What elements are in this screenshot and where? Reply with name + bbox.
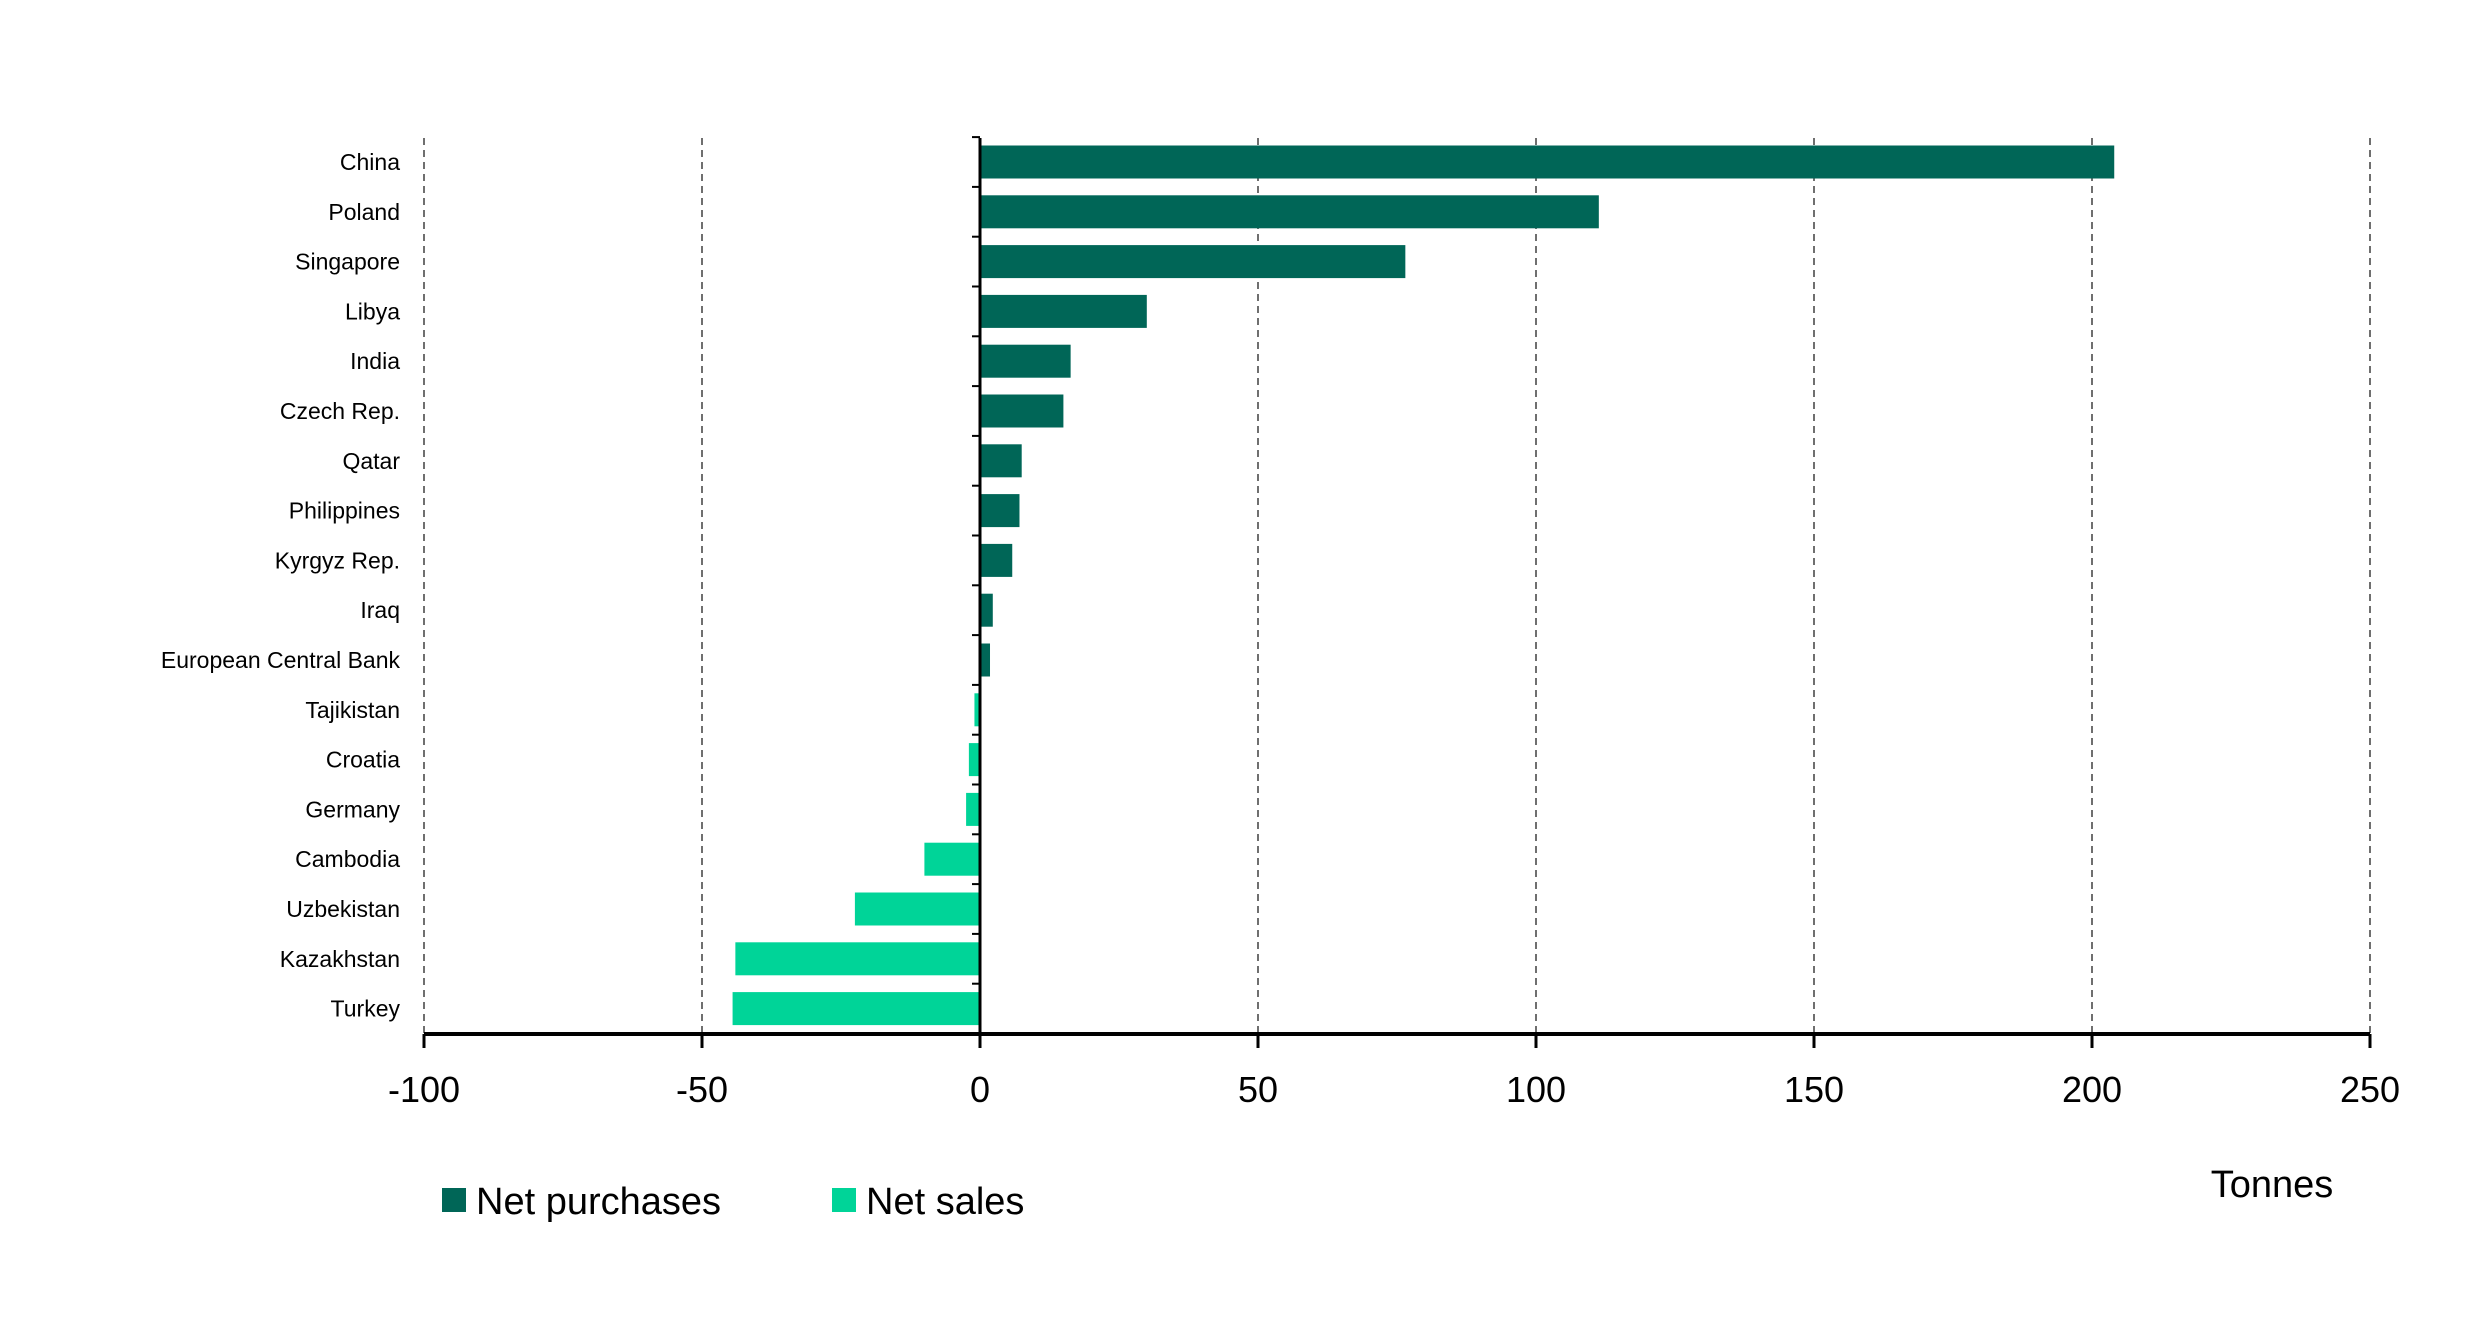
- bar-iraq: [980, 593, 993, 627]
- x-tick-label-250: 250: [2340, 1069, 2400, 1110]
- legend-swatch-net-purchases: [442, 1188, 466, 1212]
- bar-libya: [980, 294, 1147, 328]
- bar-czech-rep: [980, 394, 1064, 428]
- bar-turkey: [732, 992, 980, 1026]
- category-labels: China Poland Singapore Libya India Czech Rep.…: [161, 149, 401, 1022]
- bar-china: [980, 145, 2115, 179]
- legend-label-net-sales: Net sales: [866, 1181, 1024, 1223]
- bar-india: [980, 344, 1071, 378]
- category-label-philippines: Philippines: [289, 498, 400, 524]
- category-label-qatar: Qatar: [342, 448, 400, 474]
- x-tick-label-100: -100: [388, 1069, 460, 1110]
- bar-tajikistan: [974, 693, 980, 727]
- category-label-tajikistan: Tajikistan: [305, 697, 400, 723]
- bars: [732, 145, 2115, 1026]
- bar-uzbekistan: [854, 892, 980, 926]
- legend: Net purchases Net sales: [442, 1181, 1024, 1223]
- category-label-turkey: Turkey: [331, 996, 401, 1022]
- category-label-germany: Germany: [305, 796, 400, 822]
- category-label-european-central-bank: European Central Bank: [161, 647, 401, 673]
- category-label-uzbekistan: Uzbekistan: [286, 896, 400, 922]
- category-label-iraq: Iraq: [360, 597, 400, 623]
- bar-european-central-bank: [980, 643, 991, 677]
- x-tick-label-200: 200: [2062, 1069, 2122, 1110]
- tick-labels: -100 -50 0 50 100 150 200 250: [388, 1069, 2400, 1110]
- x-tick-label-150: 150: [1784, 1069, 1844, 1110]
- category-label-cambodia: Cambodia: [295, 846, 400, 872]
- category-label-croatia: Croatia: [326, 747, 400, 773]
- bar-germany: [966, 792, 980, 826]
- bar-kyrgyz-rep: [980, 543, 1013, 577]
- bar-poland: [980, 195, 1599, 229]
- category-label-india: India: [350, 348, 400, 374]
- x-tick-label-100: 100: [1506, 1069, 1566, 1110]
- bar-cambodia: [924, 842, 980, 876]
- x-tick-label-0: 0: [970, 1069, 990, 1110]
- bar-croatia: [968, 743, 980, 777]
- axes: [422, 136, 2372, 1048]
- category-label-singapore: Singapore: [295, 249, 400, 275]
- x-tick-label-50: 50: [1238, 1069, 1278, 1110]
- bar-qatar: [980, 444, 1022, 478]
- category-label-poland: Poland: [328, 199, 400, 225]
- category-label-kyrgyz-rep: Kyrgyz Rep.: [275, 547, 400, 573]
- bar-singapore: [980, 245, 1406, 279]
- legend-swatch-net-sales: [832, 1188, 856, 1212]
- x-axis-title: Tonnes: [2211, 1164, 2334, 1206]
- category-label-china: China: [340, 149, 400, 175]
- category-label-czech-rep: Czech Rep.: [280, 398, 400, 424]
- category-label-kazakhstan: Kazakhstan: [280, 946, 400, 972]
- gridlines: [423, 138, 2371, 1034]
- bar-philippines: [980, 494, 1020, 528]
- bar-kazakhstan: [735, 942, 980, 976]
- legend-label-net-purchases: Net purchases: [476, 1181, 721, 1223]
- category-label-libya: Libya: [345, 298, 400, 324]
- x-tick-label-50: -50: [676, 1069, 728, 1110]
